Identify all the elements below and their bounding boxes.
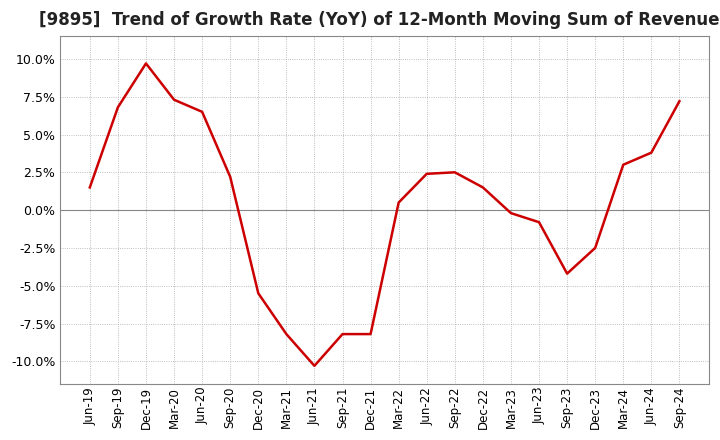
Title: [9895]  Trend of Growth Rate (YoY) of 12-Month Moving Sum of Revenues: [9895] Trend of Growth Rate (YoY) of 12-… (40, 11, 720, 29)
